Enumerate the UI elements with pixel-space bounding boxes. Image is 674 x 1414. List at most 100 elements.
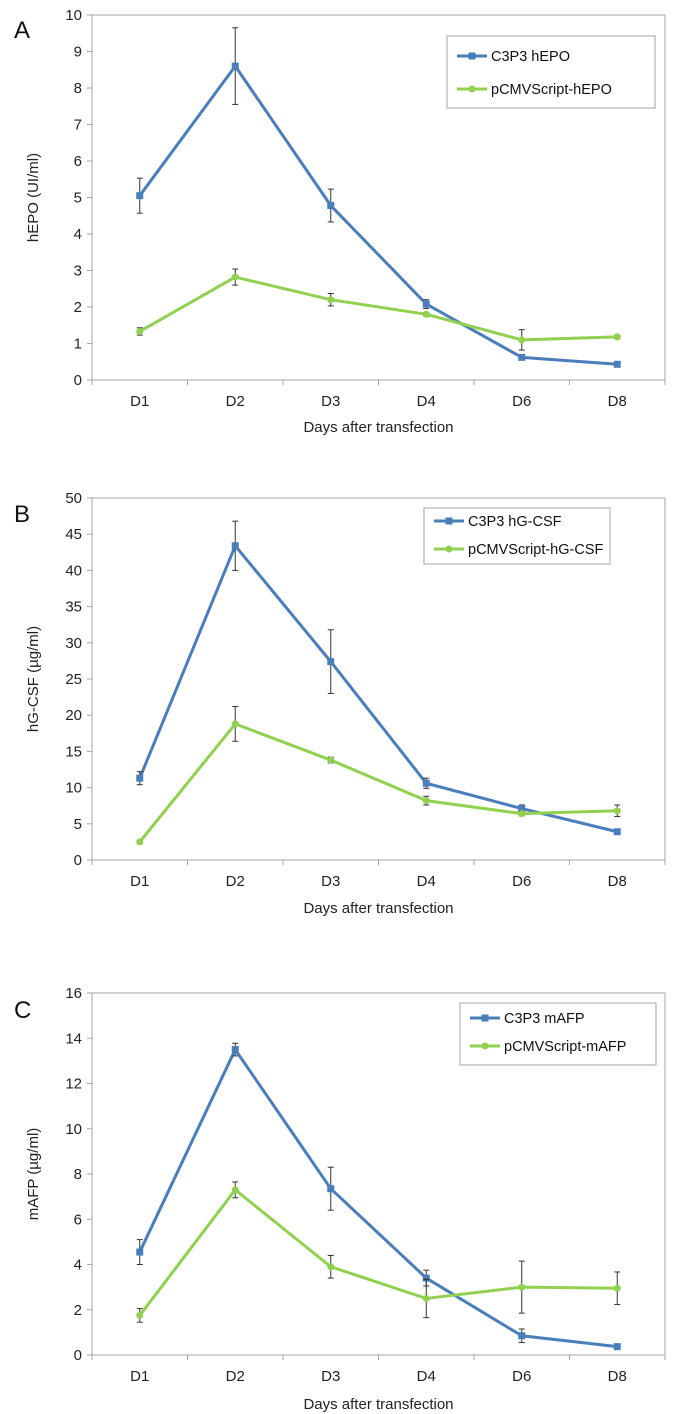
y-tick-label: 30 (65, 635, 82, 652)
legend-swatch-marker (445, 517, 453, 525)
y-tick-label: 4 (74, 1257, 82, 1274)
data-point (422, 1294, 430, 1302)
legend-label: pCMVScript-mAFP (504, 1039, 626, 1055)
series-line (139, 275, 618, 342)
legend-label: C3P3 mAFP (504, 1011, 585, 1027)
data-point (422, 1274, 430, 1282)
data-point (231, 62, 239, 70)
series-c3p3 (136, 1042, 621, 1351)
data-point (231, 1186, 239, 1194)
panel-label: C (14, 997, 31, 1024)
legend: C3P3 hEPO pCMVScript-hEPO (446, 35, 656, 109)
y-axis-title: hG-CSF (µg/ml) (25, 626, 42, 732)
legend-item: pCMVScript-hG-CSF (434, 542, 603, 558)
series-line (138, 544, 618, 834)
data-point (422, 797, 430, 805)
data-point (613, 360, 621, 368)
x-tick-label: D8 (608, 393, 627, 410)
x-tick-label: D8 (608, 1368, 627, 1385)
series-line (138, 64, 618, 366)
y-tick-label: 0 (74, 1347, 82, 1364)
y-tick-label: 15 (65, 743, 82, 760)
data-point (613, 807, 621, 815)
data-point (613, 1284, 621, 1292)
y-tick-label: 7 (74, 117, 82, 134)
x-tick-label: D6 (512, 393, 531, 410)
x-tick-label: D1 (130, 873, 149, 890)
x-axis-title: Days after transfection (303, 1396, 453, 1413)
data-point (327, 1263, 335, 1271)
x-tick-label: D1 (130, 1368, 149, 1385)
legend-swatch-marker (468, 52, 476, 60)
x-tick-label: D6 (512, 873, 531, 890)
y-tick-label: 2 (74, 299, 82, 316)
y-tick-label: 40 (65, 562, 82, 579)
data-point (518, 1332, 526, 1340)
data-point (231, 273, 239, 281)
panel-label: B (14, 501, 30, 528)
y-tick-label: 8 (74, 80, 82, 97)
x-tick-label: D3 (321, 873, 340, 890)
data-point (327, 756, 335, 764)
legend-swatch-marker (481, 1042, 489, 1050)
y-tick-label: 10 (65, 7, 82, 24)
chart-panel-a: 0 1 2 3 4 5 6 7 8 9 10 D1 D2 D3 D4 D6 D8 Days after trans… (14, 7, 666, 436)
series-pcmvscript (136, 1181, 621, 1323)
panel-label: A (14, 17, 30, 44)
data-point (136, 1311, 144, 1319)
legend-box (459, 1002, 657, 1066)
y-tick-label: 10 (65, 780, 82, 797)
data-point (518, 336, 526, 344)
legend-item: pCMVScript-hEPO (457, 82, 612, 98)
legend-item: pCMVScript-mAFP (470, 1039, 626, 1055)
x-axis-title: Days after transfection (303, 900, 453, 917)
y-tick-label: 5 (74, 190, 82, 207)
y-tick-label: 45 (65, 526, 82, 543)
y-tick-label: 9 (74, 44, 82, 61)
legend-item: C3P3 hG-CSF (434, 514, 562, 530)
y-tick-label: 0 (74, 372, 82, 389)
y-tick-label: 2 (74, 1302, 82, 1319)
y-tick-label: 50 (65, 490, 82, 507)
y-tick-label: 14 (65, 1030, 82, 1047)
y-axis-title: mAFP (µg/ml) (25, 1128, 42, 1221)
chart-panel-b: 0 5 10 15 20 25 30 35 40 45 50 D1 D2 D3 D4 D6 D8 Days aft… (14, 490, 666, 917)
x-tick-label: D4 (417, 393, 436, 410)
y-tick-label: 0 (74, 852, 82, 869)
data-point (231, 720, 239, 728)
data-point (327, 1185, 335, 1193)
y-tick-label: 6 (74, 1211, 82, 1228)
series-line (138, 1188, 618, 1317)
series-pcmvscript (136, 268, 621, 351)
y-tick-label: 5 (74, 816, 82, 833)
data-point (136, 327, 144, 335)
series-line (138, 1048, 618, 1349)
x-tick-label: D2 (226, 873, 245, 890)
data-point (136, 192, 144, 200)
data-point (422, 310, 430, 318)
x-tick-label: D3 (321, 1368, 340, 1385)
x-tick-label: D4 (417, 1368, 436, 1385)
data-point (613, 333, 621, 341)
x-tick-label: D2 (226, 393, 245, 410)
data-point (327, 296, 335, 304)
x-tick-label: D3 (321, 393, 340, 410)
data-point (231, 1046, 239, 1054)
y-tick-label: 20 (65, 707, 82, 724)
x-tick-label: D8 (608, 873, 627, 890)
legend-box (423, 507, 611, 565)
legend: C3P3 hG-CSF pCMVScript-hG-CSF (423, 507, 611, 565)
data-point (518, 353, 526, 361)
x-tick-label: D6 (512, 1368, 531, 1385)
data-point (422, 300, 430, 308)
y-tick-label: 10 (65, 1121, 82, 1138)
data-point (231, 542, 239, 550)
data-point (518, 805, 526, 813)
y-tick-label: 3 (74, 263, 82, 280)
data-point (136, 1248, 144, 1256)
y-tick-label: 16 (65, 985, 82, 1002)
data-point (136, 838, 144, 846)
data-point (422, 779, 430, 787)
legend-label: pCMVScript-hG-CSF (468, 542, 603, 558)
data-point (518, 1283, 526, 1291)
